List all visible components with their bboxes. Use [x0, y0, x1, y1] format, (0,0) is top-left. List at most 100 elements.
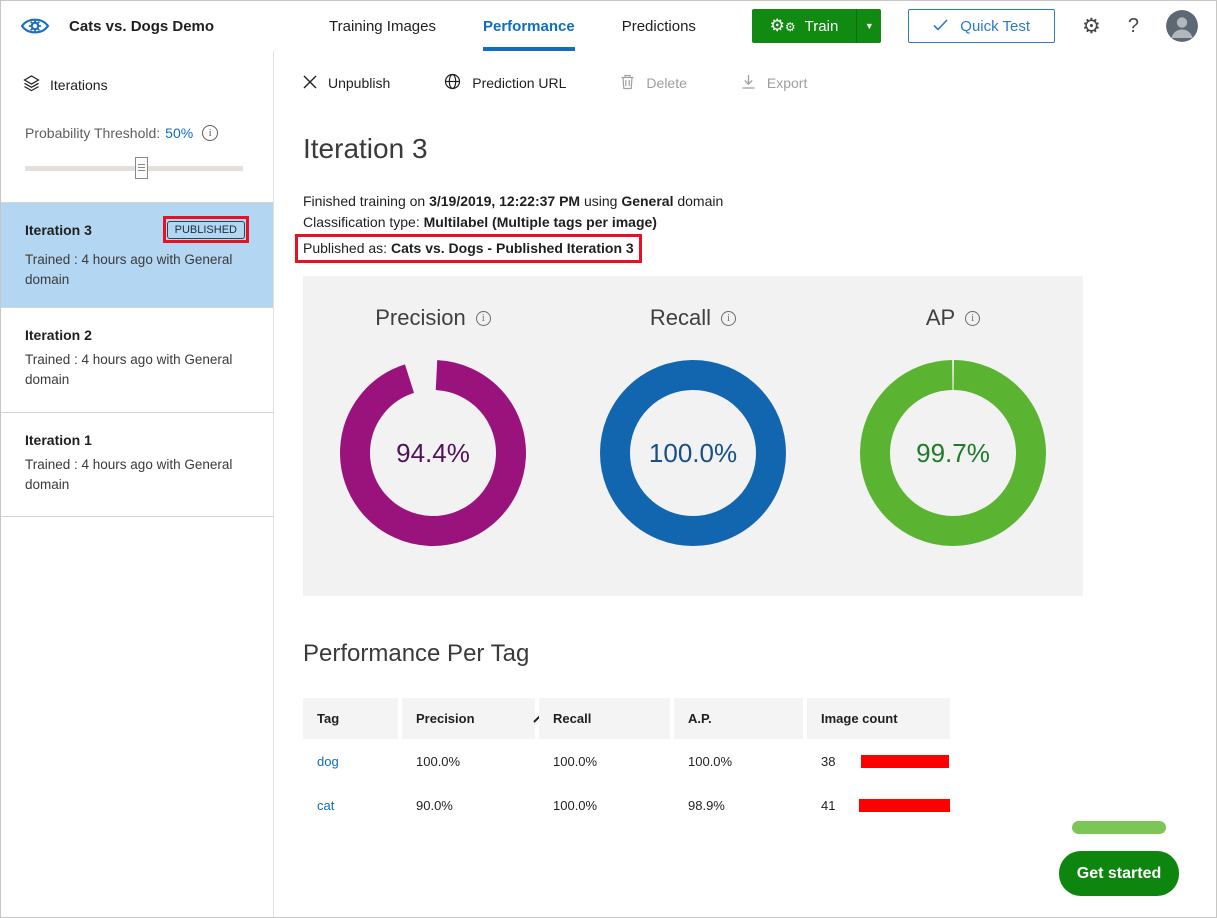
header-actions: ⚙⚙ Train ▼ Quick Test ⚙ ? [751, 1, 1198, 51]
train-gears-icon: ⚙⚙ [769, 15, 796, 36]
precision-info-icon[interactable]: i [475, 310, 491, 326]
globe-icon [444, 73, 461, 93]
recall-metric: Recall i 100.0% [563, 305, 823, 596]
iteration-item-2[interactable]: Iteration 2 Trained : 4 hours ago with G… [1, 307, 273, 412]
iteration-item-1[interactable]: Iteration 1 Trained : 4 hours ago with G… [1, 412, 273, 517]
annotation-highlight: PUBLISHED [162, 216, 249, 243]
ap-metric: AP i 99.7% [823, 305, 1083, 596]
ap-title: AP [925, 305, 956, 330]
column-header-recall[interactable]: Recall [539, 698, 670, 739]
recall-value: 100.0% [648, 437, 738, 468]
unpublish-label: Unpublish [328, 75, 391, 91]
iteration-description: Trained : 4 hours ago with General domai… [25, 252, 233, 287]
trash-icon [620, 74, 635, 93]
chat-widget-teaser-bar[interactable] [1072, 821, 1166, 834]
project-title: Cats vs. Dogs Demo [69, 17, 215, 35]
slider-track[interactable] [25, 166, 243, 171]
image-count-bar [859, 798, 950, 812]
tab-predictions[interactable]: Predictions [621, 17, 696, 35]
iteration-name: Iteration 2 [25, 327, 92, 343]
top-header: Cats vs. Dogs Demo Training Images Perfo… [1, 1, 1216, 51]
export-label: Export [766, 75, 808, 91]
quick-test-label: Quick Test [960, 17, 1031, 35]
train-split-button[interactable]: ⚙⚙ Train ▼ [751, 9, 882, 43]
precision-title: Precision [375, 305, 466, 330]
main-tabs: Training Images Performance Predictions [329, 1, 696, 51]
iterations-sidebar: Iterations Probability Threshold: 50% i … [1, 51, 274, 917]
recall-donut-chart: 100.0% [600, 360, 786, 546]
settings-gear-icon[interactable]: ⚙ [1082, 13, 1101, 38]
iterations-header: Iterations [23, 75, 273, 95]
column-header-image-count[interactable]: Image count [807, 698, 950, 739]
train-button-label: Train [804, 17, 839, 35]
published-badge: PUBLISHED [166, 221, 245, 239]
export-button[interactable]: Export [741, 74, 807, 93]
image-count-bar [861, 754, 949, 768]
metrics-panel: Precision i 94.4% Recall i [303, 276, 1083, 596]
iteration-description: Trained : 4 hours ago with General domai… [25, 352, 233, 387]
command-bar: Unpublish Prediction URL [303, 69, 1216, 97]
threshold-slider[interactable] [25, 157, 249, 179]
training-finished-line: Finished training on 3/19/2019, 12:22:37… [303, 193, 724, 209]
prediction-url-button[interactable]: Prediction URL [444, 73, 566, 93]
cell-precision: 90.0% [416, 797, 453, 813]
prediction-url-label: Prediction URL [472, 75, 567, 91]
slider-handle[interactable] [134, 157, 148, 179]
cell-image-count: 38 [807, 739, 950, 783]
iterations-label: Iterations [50, 77, 108, 93]
recall-title: Recall [649, 305, 712, 330]
tab-training-images[interactable]: Training Images [329, 17, 436, 35]
train-dropdown-caret[interactable]: ▼ [856, 9, 882, 43]
threshold-label: Probability Threshold: [25, 125, 161, 141]
layers-icon [23, 75, 40, 95]
probability-threshold: Probability Threshold: 50% i [25, 125, 273, 141]
cell-precision: 100.0% [416, 753, 461, 769]
iteration-description: Trained : 4 hours ago with General domai… [25, 457, 233, 492]
per-tag-table: Tag Precision Recall A.P. Image count do… [303, 698, 950, 827]
iteration-item-3[interactable]: Iteration 3 PUBLISHED Trained : 4 hours … [1, 202, 273, 307]
column-header-precision[interactable]: Precision [402, 698, 546, 739]
published-as-line: Published as: Cats vs. Dogs - Published … [303, 240, 634, 256]
iteration-name: Iteration 1 [25, 432, 92, 448]
quick-test-button[interactable]: Quick Test [908, 9, 1056, 43]
close-x-icon [303, 75, 317, 92]
iteration-details: Finished training on 3/19/2019, 12:22:37… [295, 191, 1216, 263]
annotation-highlight: Published as: Cats vs. Dogs - Published … [295, 234, 642, 263]
precision-value: 94.4% [396, 437, 470, 468]
cell-ap: 98.9% [688, 797, 725, 813]
custom-vision-logo-icon[interactable] [19, 13, 51, 39]
tag-link-cat[interactable]: cat [317, 797, 335, 813]
cell-ap: 100.0% [688, 753, 733, 769]
classification-type-line: Classification type: Multilabel (Multipl… [303, 214, 657, 230]
tag-link-dog[interactable]: dog [317, 753, 339, 769]
cell-image-count: 41 [807, 783, 950, 827]
cell-recall: 100.0% [553, 753, 598, 769]
threshold-value: 50% [165, 125, 194, 141]
ap-donut-chart: 99.7% [860, 359, 1046, 546]
help-icon[interactable]: ? [1127, 14, 1139, 37]
column-header-ap[interactable]: A.P. [674, 698, 803, 739]
get-started-button[interactable]: Get started [1059, 851, 1179, 896]
per-tag-title: Performance Per Tag [303, 640, 530, 667]
main-content: Unpublish Prediction URL [274, 51, 1216, 917]
threshold-info-icon[interactable]: i [202, 125, 219, 141]
user-avatar[interactable] [1166, 10, 1198, 42]
column-header-tag[interactable]: Tag [303, 698, 398, 739]
train-button[interactable]: ⚙⚙ Train [751, 9, 857, 43]
precision-metric: Precision i 94.4% [303, 305, 563, 596]
iteration-title: Iteration 3 [303, 133, 428, 164]
ap-info-icon[interactable]: i [965, 310, 981, 326]
recall-info-icon[interactable]: i [721, 310, 737, 326]
cell-recall: 100.0% [553, 797, 598, 813]
unpublish-button[interactable]: Unpublish [303, 75, 390, 92]
iteration-name: Iteration 3 [25, 222, 92, 238]
ap-value: 99.7% [916, 437, 990, 468]
iteration-list: Iteration 3 PUBLISHED Trained : 4 hours … [1, 202, 273, 517]
delete-label: Delete [646, 75, 687, 91]
delete-button[interactable]: Delete [620, 74, 687, 93]
checkmark-icon [933, 18, 948, 35]
precision-donut-chart: 94.4% [340, 360, 526, 546]
download-icon [741, 74, 756, 93]
tab-performance[interactable]: Performance [483, 1, 575, 51]
